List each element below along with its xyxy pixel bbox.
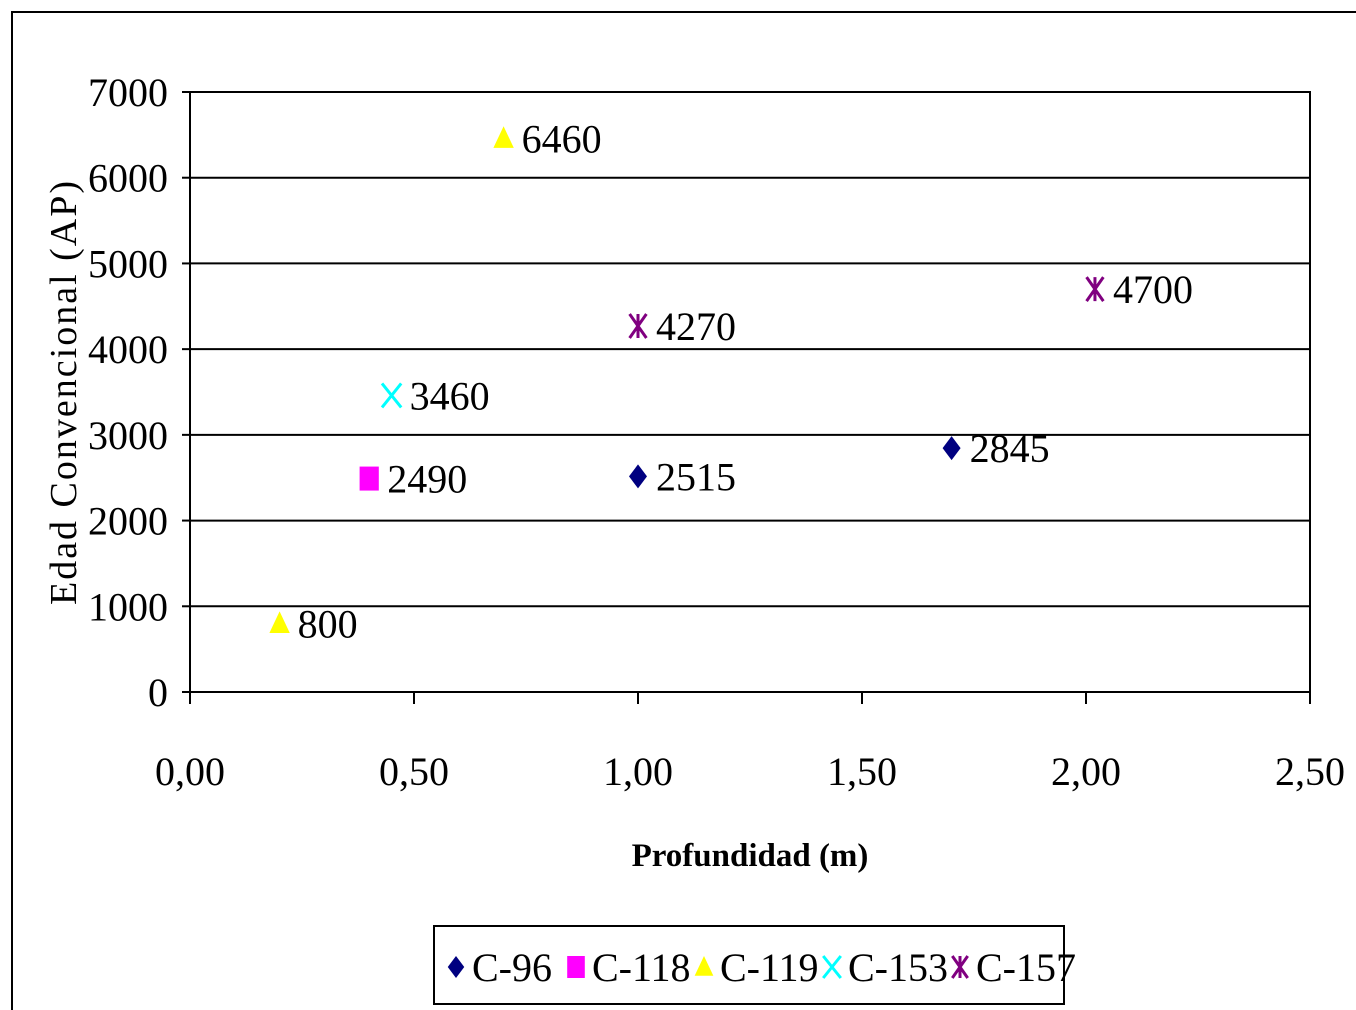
diamond-marker — [447, 956, 465, 978]
legend-marker — [694, 956, 714, 976]
legend-label: C-119 — [720, 945, 819, 990]
x-tick-labels: 0,00 0,50 1,00 1,50 2,00 2,50 — [155, 749, 1345, 794]
data-label: 2515 — [656, 454, 736, 499]
data-point — [359, 466, 379, 491]
x-axis-label: Profundidad (m) — [632, 838, 869, 874]
legend: C-96 C-118 C-119 C-153 C-157 — [433, 925, 1076, 1005]
data-labels: 2515 2845 2490 800 6460 3460 4270 4700 — [298, 116, 1193, 646]
square-marker — [359, 466, 379, 491]
data-label: 2490 — [387, 457, 467, 502]
data-label: 4700 — [1113, 267, 1193, 312]
legend-entry: C-157 — [951, 945, 1076, 990]
legend-label: C-96 — [472, 945, 552, 990]
data-label: 3460 — [410, 373, 490, 418]
triangle-marker — [269, 611, 290, 634]
axes — [182, 91, 1311, 704]
data-label: 2845 — [970, 426, 1050, 471]
x-marker — [822, 955, 842, 979]
data-point — [942, 436, 961, 461]
x-tick-label: 0,00 — [155, 749, 225, 794]
legend-label: C-157 — [976, 945, 1076, 990]
y-axis-label: Edad Convencional (AP) — [43, 179, 85, 605]
square-marker — [567, 956, 585, 978]
data-point — [269, 611, 290, 634]
data-label: 4270 — [656, 304, 736, 349]
legend-entry: C-153 — [822, 945, 948, 990]
star-marker — [951, 955, 969, 979]
data-point — [493, 126, 514, 148]
data-point — [380, 382, 403, 409]
y-tick-label: 1000 — [88, 584, 168, 629]
star-marker — [628, 313, 648, 339]
legend-label: C-153 — [848, 945, 948, 990]
data-label: 6460 — [522, 116, 602, 161]
gridlines — [190, 176, 1310, 608]
diamond-marker — [942, 436, 961, 461]
x-tick-label: 2,50 — [1275, 749, 1345, 794]
legend-entry: C-118 — [567, 945, 691, 990]
data-point — [628, 313, 648, 339]
data-point — [629, 464, 647, 489]
data-point — [1085, 276, 1105, 303]
star-marker — [1085, 276, 1105, 303]
x-tick-label: 1,50 — [827, 749, 897, 794]
legend-marker — [822, 955, 842, 979]
legend-entry: C-96 — [447, 945, 552, 990]
legend-marker — [447, 956, 465, 978]
y-tick-label: 7000 — [88, 70, 168, 115]
plot-area — [189, 91, 1311, 693]
y-tick-label: 2000 — [88, 499, 168, 544]
x-tick-label: 2,00 — [1051, 749, 1121, 794]
data-label: 800 — [298, 601, 358, 646]
x-tick-label: 0,50 — [379, 749, 449, 794]
diamond-marker — [629, 464, 647, 489]
x-marker — [380, 382, 403, 409]
y-tick-label: 5000 — [88, 241, 168, 286]
x-tick-label: 1,00 — [603, 749, 673, 794]
y-tick-label: 4000 — [88, 327, 168, 372]
y-tick-labels: 0 1000 2000 3000 4000 5000 6000 7000 — [88, 70, 168, 715]
triangle-marker — [493, 126, 514, 148]
y-tick-label: 0 — [148, 670, 168, 715]
triangle-marker — [694, 956, 714, 976]
y-tick-label: 3000 — [88, 413, 168, 458]
y-tick-label: 6000 — [88, 156, 168, 201]
legend-entry: C-119 — [694, 945, 819, 990]
legend-marker — [951, 955, 969, 979]
legend-label: C-118 — [592, 945, 691, 990]
data-points — [269, 126, 1105, 634]
legend-marker — [567, 956, 585, 978]
